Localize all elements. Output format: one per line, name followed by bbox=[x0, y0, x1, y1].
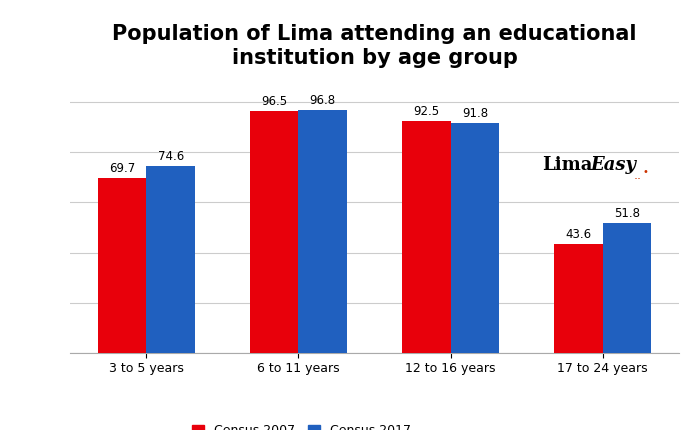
Text: 51.8: 51.8 bbox=[614, 207, 640, 220]
Bar bbox=[554, 243, 603, 353]
Text: Easy: Easy bbox=[591, 157, 637, 175]
Text: •: • bbox=[643, 167, 648, 177]
Text: 91.8: 91.8 bbox=[462, 107, 488, 120]
Text: 74.6: 74.6 bbox=[158, 150, 184, 163]
Bar bbox=[298, 111, 347, 353]
Bar bbox=[250, 111, 298, 353]
Text: 69.7: 69.7 bbox=[109, 162, 135, 175]
Text: 43.6: 43.6 bbox=[565, 227, 592, 240]
Text: 92.5: 92.5 bbox=[413, 105, 440, 118]
Text: Lima: Lima bbox=[542, 157, 592, 175]
Text: ..: .. bbox=[634, 169, 641, 181]
Legend: Census 2007, Census 2017: Census 2007, Census 2017 bbox=[187, 419, 416, 430]
Bar bbox=[98, 178, 146, 353]
Bar bbox=[146, 166, 195, 353]
Text: 96.5: 96.5 bbox=[261, 95, 287, 108]
Title: Population of Lima attending an educational
institution by age group: Population of Lima attending an educatio… bbox=[112, 25, 637, 68]
Bar bbox=[402, 121, 451, 353]
Bar bbox=[451, 123, 499, 353]
Text: 96.8: 96.8 bbox=[309, 95, 336, 108]
Bar bbox=[603, 223, 651, 353]
